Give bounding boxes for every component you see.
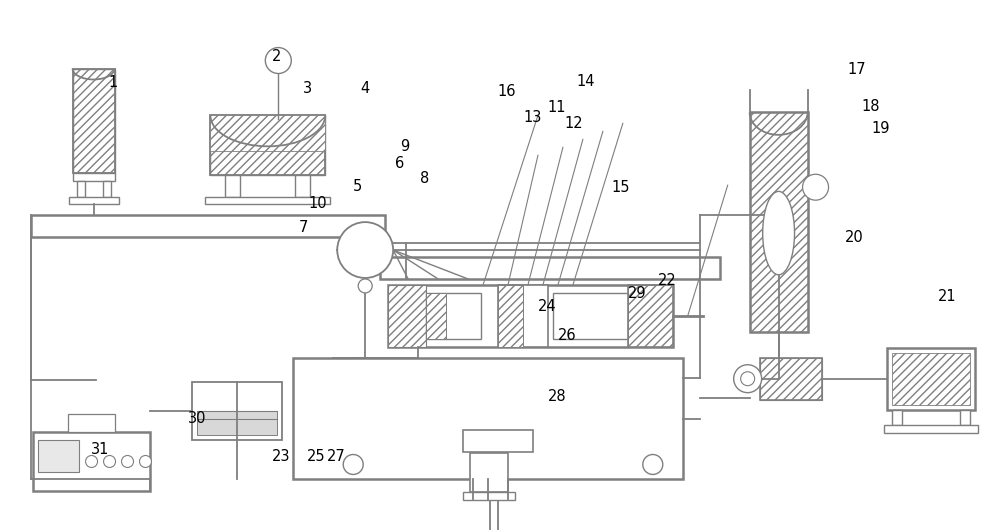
Text: 8: 8: [420, 170, 429, 186]
Text: 13: 13: [523, 110, 541, 125]
Text: 29: 29: [628, 286, 646, 301]
Bar: [382, 246, 388, 254]
Circle shape: [358, 279, 372, 293]
Text: 30: 30: [188, 410, 207, 425]
Bar: [498, 285, 548, 347]
Bar: [426, 293, 481, 339]
Text: 20: 20: [845, 230, 863, 245]
Ellipse shape: [763, 191, 795, 275]
Circle shape: [803, 174, 829, 200]
Bar: [628, 285, 673, 347]
Bar: [426, 293, 446, 339]
Text: 15: 15: [612, 179, 630, 195]
Text: 6: 6: [395, 156, 404, 172]
Bar: [68, 414, 115, 432]
Text: 28: 28: [548, 389, 567, 404]
Bar: [463, 430, 533, 451]
Bar: [388, 285, 673, 347]
Circle shape: [86, 456, 98, 467]
Bar: [103, 181, 111, 197]
Bar: [192, 382, 282, 440]
Text: 26: 26: [558, 328, 577, 343]
Text: 16: 16: [497, 84, 516, 99]
Bar: [470, 452, 508, 492]
Text: 19: 19: [871, 122, 890, 136]
Bar: [884, 425, 978, 433]
Text: 14: 14: [577, 74, 595, 89]
Bar: [77, 181, 85, 197]
Bar: [295, 175, 310, 197]
Circle shape: [104, 456, 116, 467]
Bar: [73, 173, 115, 181]
Bar: [463, 492, 515, 500]
Bar: [210, 115, 325, 151]
Bar: [553, 293, 633, 339]
Bar: [388, 285, 426, 347]
Text: 22: 22: [658, 273, 677, 288]
Circle shape: [265, 48, 291, 73]
Bar: [210, 115, 325, 175]
Bar: [31, 215, 385, 237]
Text: 7: 7: [298, 220, 308, 235]
Bar: [498, 285, 523, 347]
Text: 10: 10: [308, 195, 327, 210]
Bar: [628, 285, 673, 347]
Text: 9: 9: [400, 139, 409, 154]
Bar: [205, 197, 330, 204]
Text: 27: 27: [327, 449, 346, 464]
Bar: [892, 409, 902, 425]
Bar: [293, 358, 683, 479]
Bar: [750, 113, 808, 332]
Bar: [887, 348, 975, 409]
Text: 21: 21: [937, 289, 956, 304]
Text: 25: 25: [307, 449, 326, 464]
Circle shape: [741, 372, 755, 386]
Text: 23: 23: [272, 449, 291, 464]
Circle shape: [337, 222, 393, 278]
Bar: [38, 440, 79, 473]
Circle shape: [343, 455, 363, 475]
Bar: [69, 197, 119, 204]
Circle shape: [140, 456, 151, 467]
Text: 2: 2: [272, 49, 282, 64]
Text: 5: 5: [353, 178, 362, 194]
Text: 1: 1: [109, 75, 118, 90]
Bar: [380, 257, 720, 279]
Bar: [225, 175, 240, 197]
Text: 12: 12: [565, 116, 584, 131]
Bar: [750, 113, 808, 332]
Bar: [892, 353, 970, 405]
Bar: [33, 432, 150, 491]
Bar: [760, 358, 822, 400]
Circle shape: [734, 365, 762, 392]
Text: 24: 24: [538, 299, 557, 314]
Text: 3: 3: [303, 81, 312, 96]
Bar: [760, 358, 822, 400]
Bar: [73, 68, 115, 173]
Bar: [210, 115, 325, 175]
Text: 17: 17: [848, 62, 866, 77]
Text: 4: 4: [360, 81, 369, 96]
Text: 31: 31: [91, 442, 109, 457]
Bar: [960, 409, 970, 425]
Circle shape: [643, 455, 663, 475]
Text: 11: 11: [548, 100, 566, 115]
Circle shape: [122, 456, 134, 467]
Text: 18: 18: [861, 99, 880, 114]
Bar: [73, 68, 115, 173]
Bar: [197, 410, 277, 434]
